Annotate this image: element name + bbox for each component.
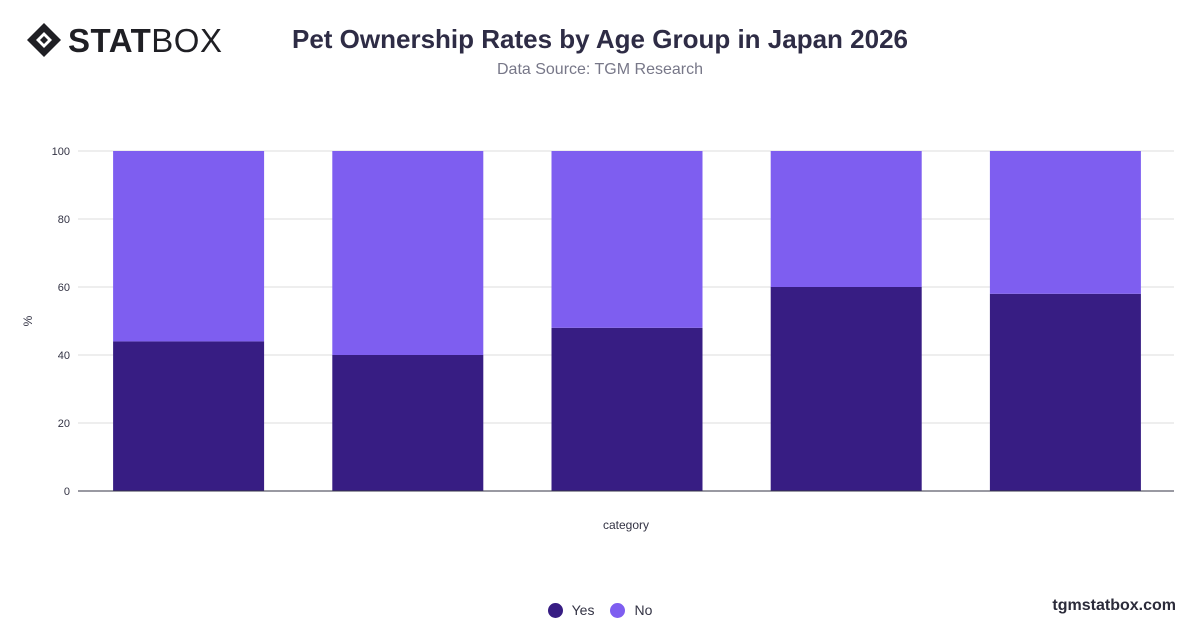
- y-tick-label: 60: [58, 282, 70, 294]
- y-tick-label: 20: [58, 418, 70, 430]
- y-tick-label: 80: [58, 214, 70, 226]
- chart-title: Pet Ownership Rates by Age Group in Japa…: [292, 24, 908, 54]
- legend-item-no: No: [610, 602, 652, 618]
- statbox-logo: STATBOX: [26, 22, 222, 58]
- bar-yes-2: [332, 355, 484, 491]
- bar-no-5: [989, 151, 1141, 294]
- y-axis-title: %: [21, 315, 35, 326]
- bar-no-2: [332, 151, 484, 355]
- logo-wordmark-strong: STAT: [68, 21, 152, 59]
- y-tick-label: 100: [52, 146, 70, 158]
- logo-wordmark: STATBOX: [68, 24, 222, 57]
- legend-swatch: [610, 602, 626, 618]
- statbox-diamond-icon: [27, 23, 61, 57]
- legend-label: No: [634, 602, 653, 618]
- y-tick-label: 0: [64, 486, 70, 498]
- logo-wordmark-light: BOX: [151, 21, 223, 59]
- chart-legend: Yes No: [0, 602, 1200, 618]
- bar-yes-5: [989, 293, 1141, 491]
- bar-no-3: [551, 151, 703, 328]
- bar-yes-4: [770, 287, 922, 491]
- x-axis-title: category: [603, 518, 649, 532]
- chart-subtitle: Data Source: TGM Research: [496, 61, 703, 78]
- bar-no-4: [770, 151, 922, 287]
- bar-no-1: [113, 151, 265, 342]
- legend-label: Yes: [571, 602, 595, 618]
- bar-yes-3: [551, 327, 703, 491]
- legend-swatch: [547, 602, 563, 618]
- brand-url: tgmstatbox.com: [1052, 597, 1176, 614]
- legend-item-yes: Yes: [547, 602, 595, 618]
- bar-yes-1: [113, 341, 265, 491]
- y-tick-label: 40: [58, 350, 70, 362]
- stacked-bar-chart: 0 20 40 60 80 100 % category: [21, 146, 1174, 532]
- bars: [113, 151, 1141, 491]
- y-tick-labels: 0 20 40 60 80 100: [52, 146, 70, 498]
